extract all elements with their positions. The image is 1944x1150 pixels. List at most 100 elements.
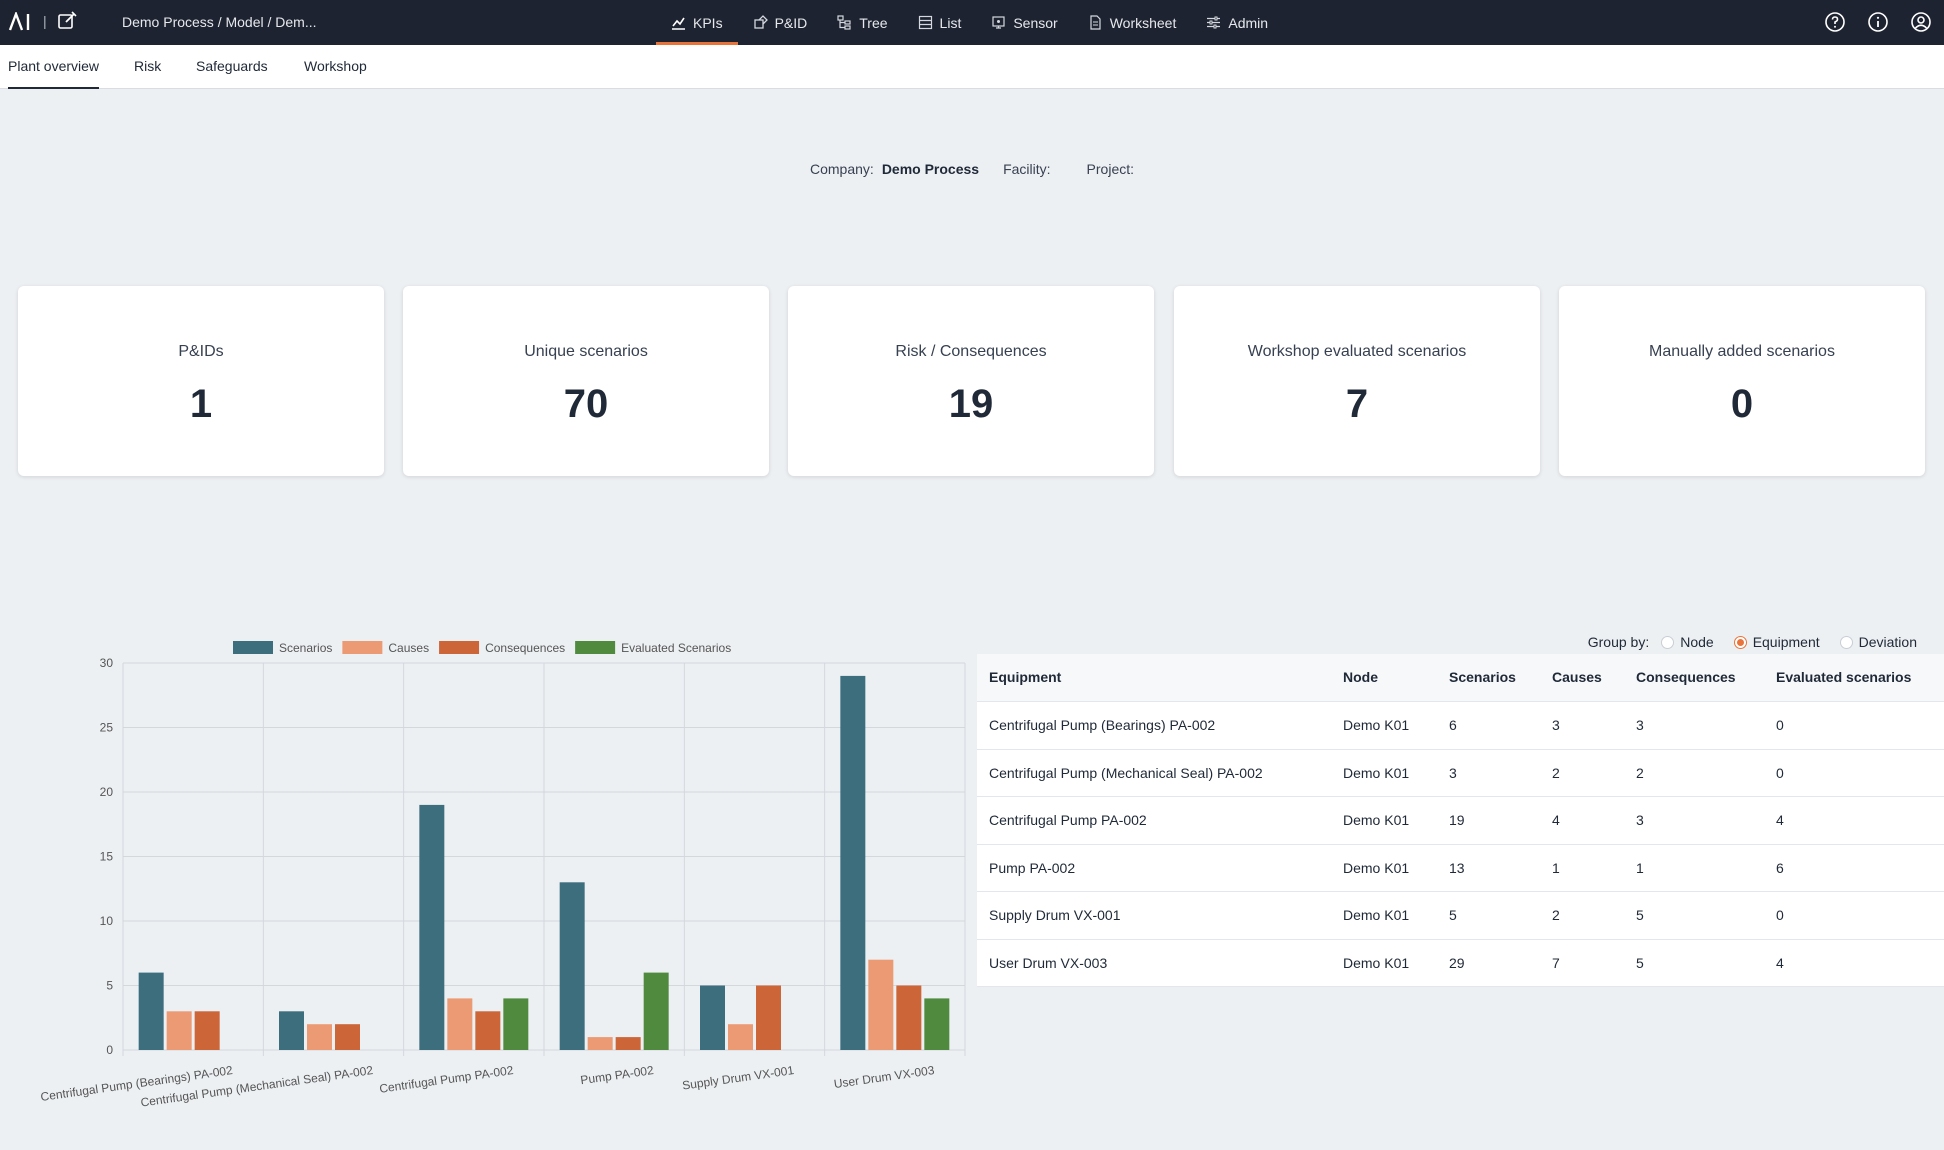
cell-consequences: 5 (1636, 954, 1644, 971)
radio-deviation[interactable] (1839, 635, 1853, 649)
bar-causes (307, 1024, 332, 1050)
help-icon[interactable] (1824, 11, 1846, 33)
kpi-value: 19 (948, 382, 994, 426)
y-tick-label: 15 (100, 850, 114, 864)
radio-equipment-label[interactable]: Equipment (1752, 634, 1820, 650)
nav-tab-pid[interactable]: P&ID (738, 0, 823, 45)
subtab-risk[interactable]: Risk (134, 58, 162, 74)
kpi-label: Risk / Consequences (895, 343, 1047, 360)
nav-tab-sensor[interactable]: Sensor (976, 0, 1072, 45)
kpi-label: P&IDs (178, 343, 224, 360)
nav-tab-worksheet[interactable]: Worksheet (1073, 0, 1192, 45)
kpi-label: Unique scenarios (524, 343, 648, 360)
cell-evaluated: 4 (1776, 812, 1784, 828)
cell-consequences: 3 (1636, 717, 1644, 733)
table-row[interactable]: Centrifugal Pump (Bearings) PA-002 Demo … (977, 702, 1944, 750)
table-row[interactable]: Centrifugal Pump PA-002 Demo K01 19 4 3 … (977, 797, 1944, 845)
nav-tab-kpis[interactable]: KPIs (656, 0, 738, 45)
sensor-icon (992, 16, 1005, 29)
bar-causes (728, 1024, 753, 1050)
kpi-value: 1 (189, 382, 213, 426)
kpi-value: 7 (1345, 382, 1369, 426)
legend-label: Consequences (485, 641, 565, 655)
cell-node: Demo K01 (1343, 859, 1410, 876)
nav-tab-admin[interactable]: Admin (1191, 0, 1283, 45)
table-row[interactable]: Centrifugal Pump (Mechanical Seal) PA-00… (977, 750, 1944, 797)
column-header-node[interactable]: Node (1343, 669, 1378, 685)
radio-deviation-label[interactable]: Deviation (1858, 634, 1917, 650)
column-header-scenarios[interactable]: Scenarios (1449, 669, 1516, 685)
bar-evaluated (643, 972, 669, 1050)
table-row[interactable]: Supply Drum VX-001 Demo K01 5 2 5 0 (977, 892, 1944, 940)
cell-evaluated: 0 (1776, 764, 1784, 781)
nav-tab-tree[interactable]: Tree (822, 0, 902, 45)
bar-evaluated (924, 998, 950, 1050)
bar-scenarios (559, 882, 585, 1050)
radio-equipment[interactable] (1733, 635, 1747, 649)
pid-icon (753, 15, 768, 29)
kpi-label: Workshop evaluated scenarios (1247, 343, 1467, 360)
column-header-causes[interactable]: Causes (1552, 669, 1602, 685)
kpi-value: 0 (1730, 382, 1754, 426)
cell-scenarios: 29 (1449, 954, 1465, 971)
x-tick-label: Centrifugal Pump PA-002 (378, 1063, 514, 1096)
cell-evaluated: 0 (1776, 717, 1784, 733)
cell-scenarios: 19 (1449, 812, 1465, 828)
facility-label: Facility: (1003, 161, 1051, 177)
column-header-equipment[interactable]: Equipment (989, 669, 1062, 685)
cell-causes: 7 (1552, 954, 1560, 971)
nav-tab-label: KPIs (693, 14, 723, 31)
bar-scenarios (840, 675, 866, 1050)
x-tick-label: Centrifugal Pump (Mechanical Seal) PA-00… (140, 1063, 375, 1110)
info-icon[interactable] (1867, 11, 1889, 33)
account-icon[interactable] (1910, 11, 1932, 33)
group-by-label: Group by: (1587, 634, 1650, 650)
bar-consequences (615, 1037, 641, 1050)
project-info: Company: Demo Process Facility: Project: (810, 161, 1142, 177)
cell-causes: 3 (1552, 717, 1560, 733)
cell-causes: 1 (1552, 859, 1560, 876)
x-tick-label: Pump PA-002 (580, 1063, 655, 1087)
subtab-plant-overview[interactable]: Plant overview (8, 45, 100, 89)
legend-label: Causes (388, 641, 429, 655)
y-tick-label: 5 (106, 979, 113, 993)
y-tick-label: 30 (100, 656, 114, 670)
bar-scenarios (279, 1011, 304, 1050)
main-nav: KPIs P&ID Tree List Sensor Worksheet Adm… (656, 0, 1283, 45)
legend-swatch-scenarios (233, 641, 273, 654)
kpi-card-unique-scenarios: Unique scenarios 70 (403, 286, 769, 476)
subtab-workshop[interactable]: Workshop (304, 58, 367, 74)
cell-node: Demo K01 (1343, 764, 1410, 781)
nav-tab-label: Sensor (1013, 14, 1058, 31)
cell-evaluated: 0 (1776, 907, 1784, 923)
column-header-consequences[interactable]: Consequences (1636, 669, 1736, 685)
cell-equipment: User Drum VX-003 (989, 954, 1108, 971)
table-header-row: Equipment Node Scenarios Causes Conseque… (977, 654, 1944, 702)
bar-consequences (335, 1024, 360, 1050)
edit-icon[interactable] (56, 10, 78, 32)
cell-node: Demo K01 (1343, 954, 1410, 971)
column-header-evaluated[interactable]: Evaluated scenarios (1776, 669, 1912, 685)
breadcrumb[interactable]: Demo Process / Model / Dem... (122, 14, 317, 30)
cell-equipment: Pump PA-002 (989, 859, 1076, 876)
nav-tab-list[interactable]: List (903, 0, 977, 45)
company-value: Demo Process (881, 161, 980, 177)
logo-separator: | (43, 13, 47, 29)
bar-scenarios (138, 972, 164, 1050)
radio-node[interactable] (1661, 635, 1675, 649)
subtab-safeguards[interactable]: Safeguards (196, 58, 268, 74)
x-tick-label: Supply Drum VX-001 (681, 1063, 795, 1093)
table-row[interactable]: User Drum VX-003 Demo K01 29 7 5 4 (977, 940, 1944, 987)
kpi-card-pids: P&IDs 1 (18, 286, 384, 476)
admin-sliders-icon (1207, 16, 1221, 29)
table-row[interactable]: Pump PA-002 Demo K01 13 1 1 6 (977, 845, 1944, 892)
kpi-card-manually-added: Manually added scenarios 0 (1559, 286, 1925, 476)
radio-node-label[interactable]: Node (1680, 634, 1714, 650)
cell-scenarios: 5 (1449, 907, 1457, 923)
project-label: Project: (1086, 161, 1135, 177)
nav-tab-label: Admin (1228, 14, 1269, 31)
bar-consequences (896, 985, 922, 1050)
cell-equipment: Centrifugal Pump PA-002 (989, 812, 1147, 828)
app-logo[interactable] (8, 12, 38, 32)
cell-scenarios: 3 (1449, 764, 1457, 781)
